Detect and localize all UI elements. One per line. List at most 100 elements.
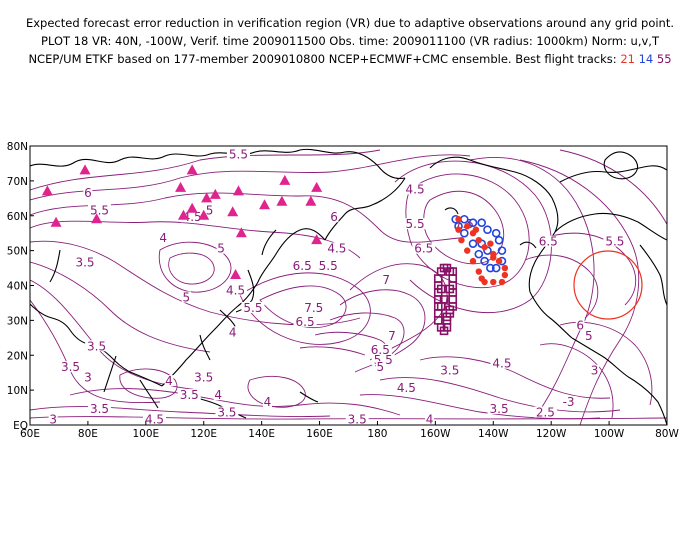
contour-label-bg	[371, 354, 395, 366]
contour-label-bg	[302, 301, 326, 313]
contour-label-bg	[560, 396, 577, 408]
contour-label-bg	[325, 242, 349, 254]
track-14-point	[468, 218, 478, 228]
contour-label: 3.5	[194, 371, 213, 385]
contour-label-bg	[533, 406, 557, 418]
contour-label: 5.5	[90, 203, 109, 217]
contour-label-bg	[85, 340, 109, 352]
contour-label-bg	[73, 256, 97, 268]
contour-label: 7	[382, 273, 390, 287]
contour-label: 3.5	[61, 360, 80, 374]
track-14-point	[480, 256, 489, 266]
contour-label-bg	[87, 204, 111, 216]
contour-label: 3.5	[440, 364, 459, 378]
contour-label: 4	[426, 413, 434, 427]
track-21-point	[464, 223, 471, 230]
lat-tick-label: 10N	[7, 385, 28, 397]
track-14-point	[491, 228, 501, 238]
contour-label-bg	[205, 204, 215, 216]
contour-label-bg	[213, 389, 223, 401]
contour-label: 4	[165, 374, 173, 388]
track-21-point	[455, 226, 462, 233]
track-21-point	[472, 226, 480, 233]
lon-tick-label: 180	[367, 428, 387, 440]
header-line-1: Expected forecast error reduction in ver…	[25, 16, 675, 30]
contour-label: 7	[388, 329, 396, 343]
contour-label-bg	[381, 274, 391, 286]
contour-label-bg	[575, 319, 585, 331]
contour-label: 6	[84, 186, 92, 200]
contour-label: 4	[264, 395, 272, 409]
track-red-id: 21	[620, 52, 635, 66]
lon-tick-label: 80W	[655, 428, 679, 440]
track-14-point	[468, 239, 478, 248]
contour-label: 3.5	[490, 402, 509, 416]
track-21-point	[490, 254, 497, 261]
contour-label: 4.5	[145, 413, 164, 427]
contour-label-bg	[375, 361, 385, 373]
contour-label: 3.5	[90, 402, 109, 416]
lon-tick-label: 80E	[78, 428, 98, 440]
lon-tick-label: 160E	[306, 428, 333, 440]
contour-label-bg	[228, 326, 238, 338]
contour-label-bg	[290, 260, 314, 272]
track-55-point	[445, 284, 455, 294]
track-21-point	[469, 257, 477, 265]
contour-label: 6.5	[293, 259, 312, 273]
lat-tick-label: 50N	[7, 246, 28, 258]
track-14-point	[486, 263, 495, 273]
contour-label: 6	[330, 210, 338, 224]
observation-triangles	[41, 164, 323, 280]
contour-label-bg	[487, 403, 511, 415]
contour-label: 4	[214, 388, 222, 402]
contour-label-bg	[394, 382, 418, 394]
lon-tick-label: 140E	[248, 428, 275, 440]
contour-label: 3	[591, 364, 599, 378]
contour-label: 4.5	[397, 381, 416, 395]
observation-triangle	[186, 202, 198, 213]
lon-tick-label: 120E	[190, 428, 217, 440]
track-55-point	[436, 284, 446, 294]
track-14-point	[477, 218, 486, 228]
contour-label-bg	[368, 343, 392, 355]
contour-label: 2.5	[536, 406, 555, 420]
contour-label-bg	[83, 371, 93, 383]
flight-track-14	[451, 214, 507, 273]
contour-label: 6.5	[539, 235, 558, 249]
lon-tick-label: 100W	[594, 428, 625, 440]
contour-label: 5	[585, 329, 593, 343]
track-21-point	[487, 240, 494, 247]
contour-label-bg	[164, 375, 174, 387]
contour-label-bg	[215, 406, 239, 418]
contour-label: 5	[183, 290, 191, 304]
contour-label: 3.5	[348, 413, 367, 427]
header-line-3: NCEP/UM ETKF based on 177-member 2009010…	[0, 50, 700, 68]
lat-tick-label: 60N	[7, 211, 28, 223]
track-14-point	[483, 225, 492, 234]
contour-label-bg	[83, 186, 93, 198]
contour-label: 4.5	[183, 210, 202, 224]
contour-label: 3.5	[217, 406, 236, 420]
contour-label: 4	[159, 231, 167, 245]
contour-label: 3	[84, 371, 92, 385]
contour-label-bg	[387, 329, 397, 341]
contour-label: 6.5	[371, 343, 390, 357]
observation-triangle	[209, 188, 221, 199]
track-21-point	[498, 278, 506, 286]
observation-triangle	[311, 234, 323, 245]
contour-label-bg	[438, 364, 462, 376]
observation-triangle	[227, 206, 239, 217]
lon-tick-label: 120W	[536, 428, 567, 440]
contour-label-bg	[490, 357, 514, 369]
observation-triangle	[235, 227, 247, 238]
contour-label: 7.5	[304, 301, 323, 315]
contour-label-bg	[181, 291, 191, 303]
contour-label: 4	[229, 325, 237, 339]
observation-triangle	[177, 209, 189, 220]
track-14-point	[460, 228, 469, 238]
lat-tick-label: 40N	[7, 281, 28, 293]
contour-label: 4.5	[327, 242, 346, 256]
contour-label-bg	[192, 371, 216, 383]
verification-region	[573, 250, 643, 320]
